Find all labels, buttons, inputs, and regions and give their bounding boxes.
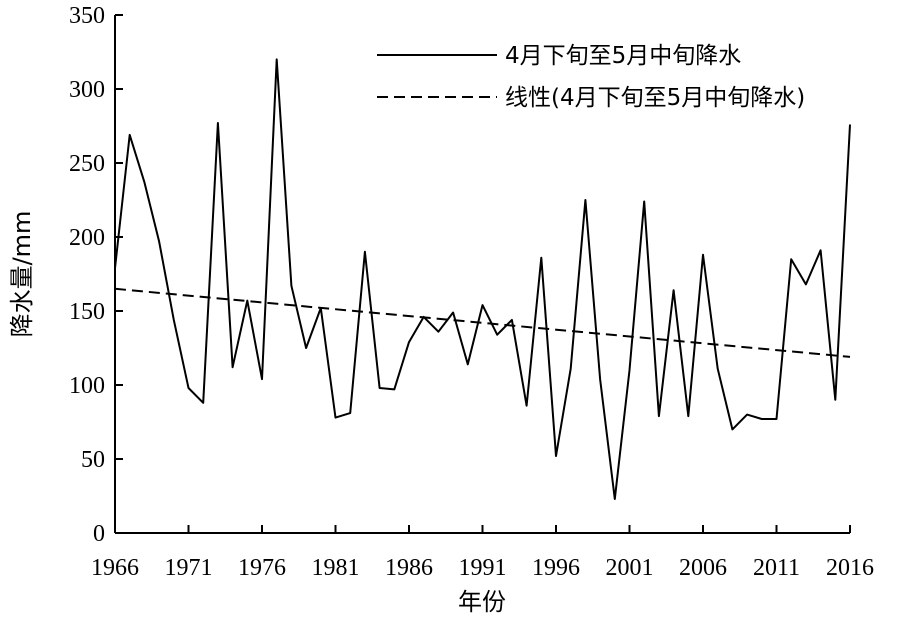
y-tick-label: 250 (69, 151, 105, 177)
x-tick-label: 1976 (238, 555, 286, 581)
y-axis-title: 降水量/mm (8, 211, 36, 338)
x-tick-label: 2001 (606, 555, 654, 581)
y-tick-label: 100 (69, 373, 105, 399)
legend: 4月下旬至5月中旬降水 线性(4月下旬至5月中旬降水) (377, 43, 805, 111)
x-tick-label: 2011 (753, 555, 800, 581)
y-tick-label: 200 (69, 225, 105, 251)
legend-label-observed: 4月下旬至5月中旬降水 (505, 43, 741, 69)
x-tick-label: 1966 (91, 555, 139, 581)
y-tick-label: 0 (93, 521, 105, 547)
y-tick-label: 300 (69, 77, 105, 103)
y-axis-ticks: 0 50 100 150 200 250 300 350 (69, 3, 123, 547)
y-tick-label: 50 (81, 447, 105, 473)
series-line-observed (114, 58, 851, 500)
x-tick-label: 1971 (165, 555, 213, 581)
x-tick-label: 2016 (826, 555, 874, 581)
x-axis-title: 年份 (458, 588, 506, 616)
series-line-trend (114, 287, 851, 358)
y-tick-label: 350 (69, 3, 105, 29)
legend-label-trend: 线性(4月下旬至5月中旬降水) (505, 85, 805, 111)
x-tick-label: 1991 (459, 555, 507, 581)
y-tick-label: 150 (69, 299, 105, 325)
x-tick-label: 1986 (385, 555, 433, 581)
x-tick-label: 1996 (532, 555, 580, 581)
series-layer (114, 58, 851, 500)
x-axis-ticks: 1966 1971 1976 1981 1986 1991 1996 2001 2006 2011… (91, 525, 874, 581)
x-tick-label: 2006 (679, 555, 727, 581)
x-tick-label: 1981 (312, 555, 360, 581)
